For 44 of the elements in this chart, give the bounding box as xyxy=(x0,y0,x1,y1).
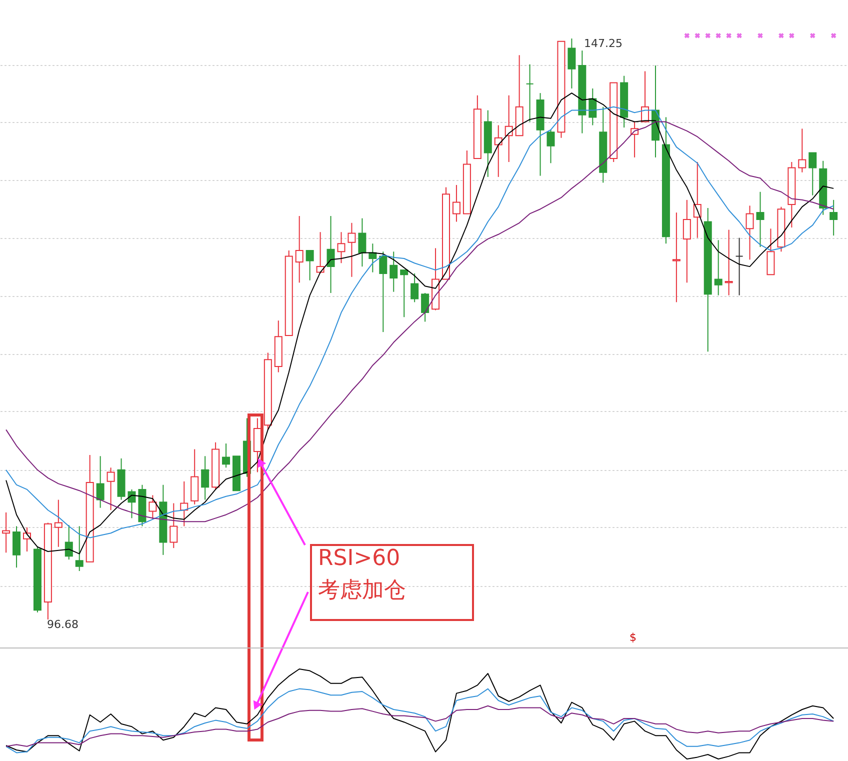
annotation: 96.68 xyxy=(47,618,78,631)
annotation: $ xyxy=(630,631,636,644)
candlestick xyxy=(379,251,388,333)
candlestick xyxy=(756,191,764,248)
candlestick xyxy=(358,218,366,268)
candlestick xyxy=(337,232,346,264)
candlestick xyxy=(682,199,691,284)
candlestick xyxy=(180,480,188,527)
candlestick xyxy=(128,488,136,519)
annotation: 147.25 xyxy=(584,37,622,50)
candlestick xyxy=(54,499,62,548)
candlestick xyxy=(295,216,304,284)
candlestick xyxy=(148,494,157,520)
candlestick xyxy=(316,232,324,274)
candlestick xyxy=(410,272,419,303)
candlestick xyxy=(672,212,680,303)
candlestick xyxy=(170,502,178,549)
candlestick xyxy=(106,467,115,511)
candlestick xyxy=(390,251,398,292)
candlestick xyxy=(830,199,838,236)
candlestick xyxy=(326,216,335,294)
candlestick xyxy=(75,526,84,572)
candlestick xyxy=(96,456,104,508)
candlestick xyxy=(798,128,806,173)
candlestick xyxy=(64,524,73,560)
candlestick xyxy=(222,442,230,468)
candlestick xyxy=(421,292,430,322)
candlestick xyxy=(400,270,408,318)
candlestick xyxy=(808,152,817,196)
candlestick xyxy=(306,250,314,281)
candlestick xyxy=(12,526,21,568)
candlestick xyxy=(526,64,534,122)
candlestick xyxy=(735,237,744,296)
annotation: RSI>60 考虑加仓 xyxy=(318,546,406,603)
candlestick xyxy=(746,205,754,260)
candlestick xyxy=(766,228,775,276)
candlestick xyxy=(452,184,460,222)
candlestick xyxy=(494,124,502,178)
candlestick xyxy=(348,222,356,278)
candlestick xyxy=(201,456,210,500)
candlestick xyxy=(724,229,733,296)
candlestick xyxy=(714,240,722,296)
candlestick xyxy=(546,129,555,164)
candlestick xyxy=(568,38,576,89)
